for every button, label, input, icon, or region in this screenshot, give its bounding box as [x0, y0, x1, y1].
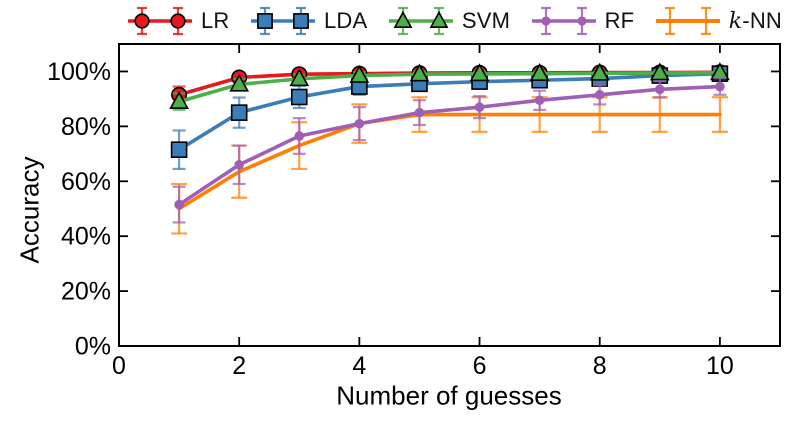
legend-item-lda: LDA — [250, 4, 368, 38]
x-tick-label: 2 — [232, 352, 246, 380]
lr-errorbar-icon — [128, 4, 192, 38]
x-tick-label: 6 — [473, 352, 487, 380]
legend-item-lr: LR — [128, 4, 230, 38]
y-tick-label: 60% — [61, 168, 111, 196]
x-tick-label: 0 — [112, 352, 126, 380]
series-k-NN — [171, 96, 728, 235]
legend-label-lda: LDA — [323, 8, 368, 33]
axes-frame — [118, 43, 781, 347]
legend-item-rf: RF — [531, 4, 635, 38]
x-axis-title: Number of guesses — [336, 380, 562, 411]
x-tick-label: 4 — [352, 352, 366, 380]
chart-legend: LR LDA SVM RF k-NN — [128, 4, 782, 38]
y-tick-label: 100% — [47, 58, 111, 86]
legend-label-rf: RF — [604, 8, 635, 33]
y-tick-label: 0% — [75, 333, 111, 361]
y-tick-label: 20% — [61, 278, 111, 306]
legend-label-svm: SVM — [461, 8, 511, 33]
y-tick-label: 40% — [61, 223, 111, 251]
rf-errorbar-icon — [531, 4, 596, 38]
lda-errorbar-icon — [250, 4, 315, 38]
legend-label-lr: LR — [201, 8, 230, 33]
legend-item-knn: k-NN — [655, 4, 782, 38]
series-RF — [172, 77, 727, 224]
series-SVM — [169, 62, 730, 111]
y-tick-label: 80% — [61, 113, 111, 141]
x-tick-label: 8 — [593, 352, 607, 380]
x-tick-label: 10 — [706, 352, 734, 380]
legend-label-knn: k-NN — [728, 8, 782, 34]
svm-errorbar-icon — [388, 4, 453, 38]
knn-errorbar-icon — [655, 4, 720, 38]
legend-item-svm: SVM — [388, 4, 511, 38]
